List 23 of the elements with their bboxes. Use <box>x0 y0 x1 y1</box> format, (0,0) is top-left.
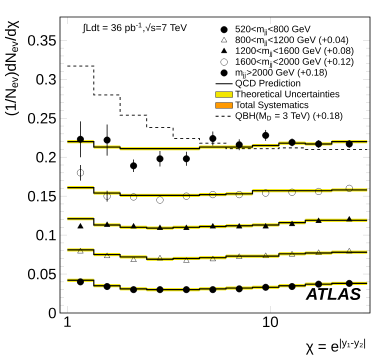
x-axis-title: χ = e$^{|y₁-y₂|}$ <box>306 338 366 355</box>
legend-label: m$_{jj}$>2000 GeV (+0.18) <box>236 68 327 79</box>
legend-label: QCD Prediction <box>236 80 300 88</box>
annotation: ATLAS <box>306 288 361 300</box>
legend-label: 520<m$_{jj}$<800 GeV <box>235 26 311 36</box>
x-tick-label: 1 <box>64 316 71 327</box>
legend-label: 800<m$_{jj}$<1200 GeV (+0.04) <box>236 36 348 46</box>
y-tick-label: 0 <box>48 308 56 318</box>
legend-label: 1200<m$_{jj}$<1600 GeV (+0.08) <box>236 47 354 57</box>
legend-label: QBH(M$_{D}$ = 3 TeV) (+0.18) <box>236 112 342 121</box>
y-tick-label: 0.3 <box>36 74 56 85</box>
y-tick-label: 0.25 <box>28 112 56 124</box>
x-tick-label: 10 <box>263 316 278 328</box>
y-tick-label: 0.35 <box>28 35 56 46</box>
legend-label: Theoretical Uncertainties <box>235 90 340 98</box>
y-tick-label: 0.2 <box>36 152 56 162</box>
annotation: ∫Ldt = 36 pb$^{-1}$,√s=7 TeV <box>82 22 187 34</box>
y-axis-title: (1/N$_{ev}$)dN$_{ev}$/dχ <box>4 20 19 116</box>
y-tick-label: 0.15 <box>28 190 56 202</box>
y-tick-label: 0.05 <box>28 268 56 280</box>
legend-label: 1600<m$_{jj}$<2000 GeV (+0.12) <box>236 58 354 68</box>
y-tick-label: 0.1 <box>36 230 56 240</box>
legend-label: Total Systematics <box>235 101 308 110</box>
